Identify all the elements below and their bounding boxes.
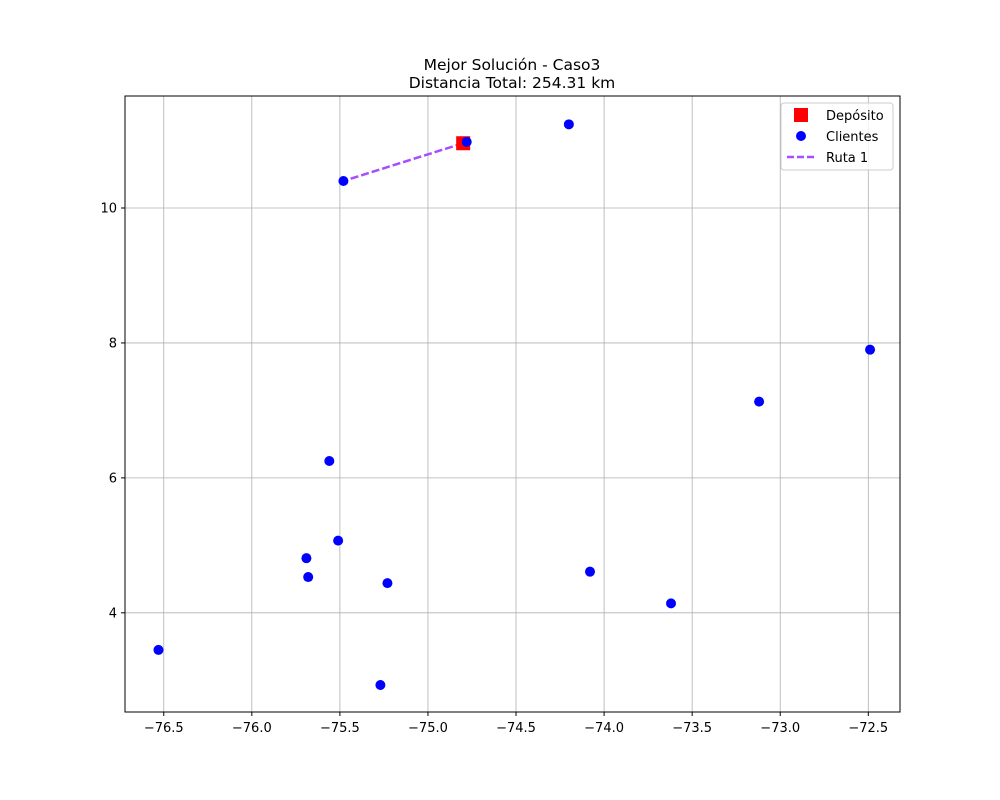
client-point [338,176,349,187]
y-tick-label: 4 [109,606,117,621]
x-tick-label: −76.0 [232,721,272,736]
client-point [303,572,314,583]
client-point [382,578,393,589]
client-point [301,553,312,564]
client-markers [153,119,876,691]
x-axis-ticks: −76.5 −76.0 −75.5 −75.0 −74.5 −74.0 −73.5 −73.0… [144,712,888,736]
x-tick-label: −73.0 [760,721,800,736]
client-point [324,456,335,467]
x-tick-label: −75.0 [408,721,448,736]
y-axis-ticks: 4 6 8 10 [100,202,125,621]
client-point [666,598,677,609]
client-point [754,396,765,407]
x-tick-label: −74.5 [496,721,536,736]
y-tick-label: 10 [100,202,117,217]
routes [343,142,464,183]
x-tick-label: −75.5 [320,721,360,736]
client-point [153,644,164,655]
x-tick-label: −76.5 [144,721,184,736]
client-point [461,136,472,147]
x-tick-label: −73.5 [672,721,712,736]
y-tick-label: 8 [109,336,117,351]
chart-title: Mejor Solución - Caso3 [424,56,601,74]
x-tick-label: −74.0 [584,721,624,736]
client-point [585,566,595,577]
legend-depot-square-icon [794,108,808,122]
axes-background [125,96,900,712]
client-point [563,119,574,130]
plot-area: −76.5 −76.0 −75.5 −75.0 −74.5 −74.0 −73.5 −73.0… [100,95,901,736]
route-line-1 [343,142,464,183]
client-point [375,680,386,691]
legend-route-label: Ruta 1 [826,151,868,166]
y-tick-label: 6 [109,471,117,486]
grid [125,96,900,712]
chart-subtitle: Distancia Total: 254.31 km [409,74,616,92]
axes-frame [124,95,901,713]
legend-clients-circle-icon [796,131,806,141]
legend-depot-label: Depósito [826,109,884,124]
client-point [333,535,344,546]
legend-frame [780,102,894,171]
legend: Depósito Clientes Ruta 1 [780,102,894,171]
client-point [865,344,876,355]
legend-clients-label: Clientes [826,130,879,145]
x-tick-label: −72.5 [848,721,888,736]
